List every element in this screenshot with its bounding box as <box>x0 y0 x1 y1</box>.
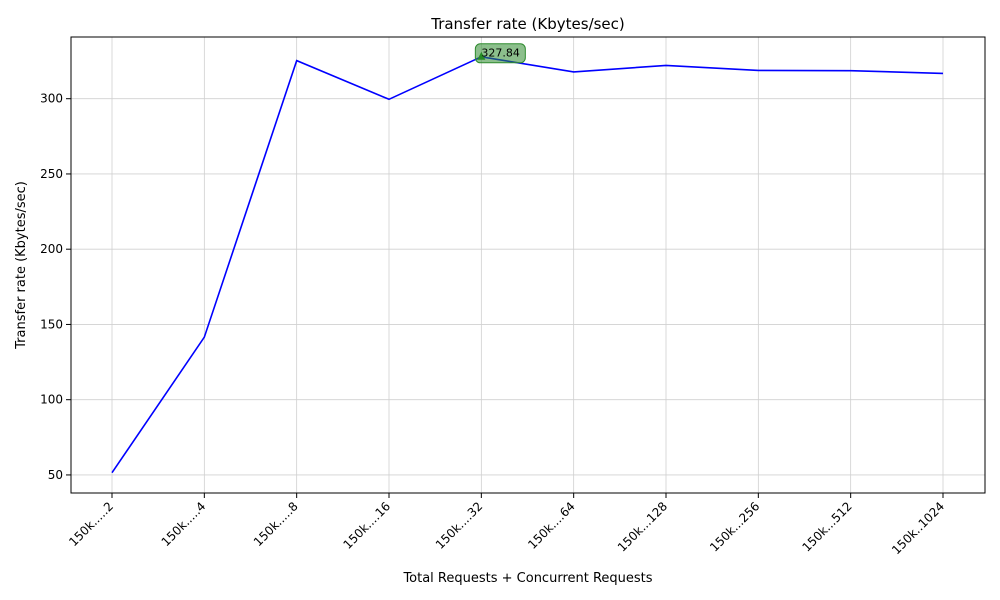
x-tick-label: 150k...256 <box>707 499 762 554</box>
series-line <box>111 55 944 474</box>
y-axis-label: Transfer rate (Kbytes/sec) <box>14 181 29 350</box>
y-tick-label: 50 <box>48 468 63 482</box>
y-tick-label: 150 <box>40 317 63 331</box>
y-tick-label: 100 <box>40 393 63 407</box>
x-tick-label: 150k.....8 <box>251 499 301 549</box>
x-axis-label: Total Requests + Concurrent Requests <box>402 571 652 586</box>
peak-label-box <box>474 43 526 64</box>
x-tick-label: 150k.....4 <box>159 499 209 549</box>
y-tick-label: 250 <box>40 167 63 181</box>
peak-annotation: 327.84 <box>474 43 526 64</box>
x-tick-label: 150k....32 <box>433 499 486 552</box>
x-tick-label: 150k...128 <box>615 499 670 554</box>
x-tick-label: 150k...512 <box>799 499 854 554</box>
plot-frame <box>70 36 986 494</box>
x-tick-label: 150k.....2 <box>66 499 116 549</box>
y-tick-label: 300 <box>40 92 63 106</box>
chart-title: Transfer rate (Kbytes/sec) <box>430 15 625 33</box>
x-tick-label: 150k....64 <box>525 499 578 552</box>
grid-layer <box>71 37 985 493</box>
peak-label: 327.84 <box>481 46 520 59</box>
x-tick-label: 150k....16 <box>341 499 394 552</box>
y-tick-label: 200 <box>40 242 63 256</box>
x-tick-label: 150k..1024 <box>889 499 947 557</box>
